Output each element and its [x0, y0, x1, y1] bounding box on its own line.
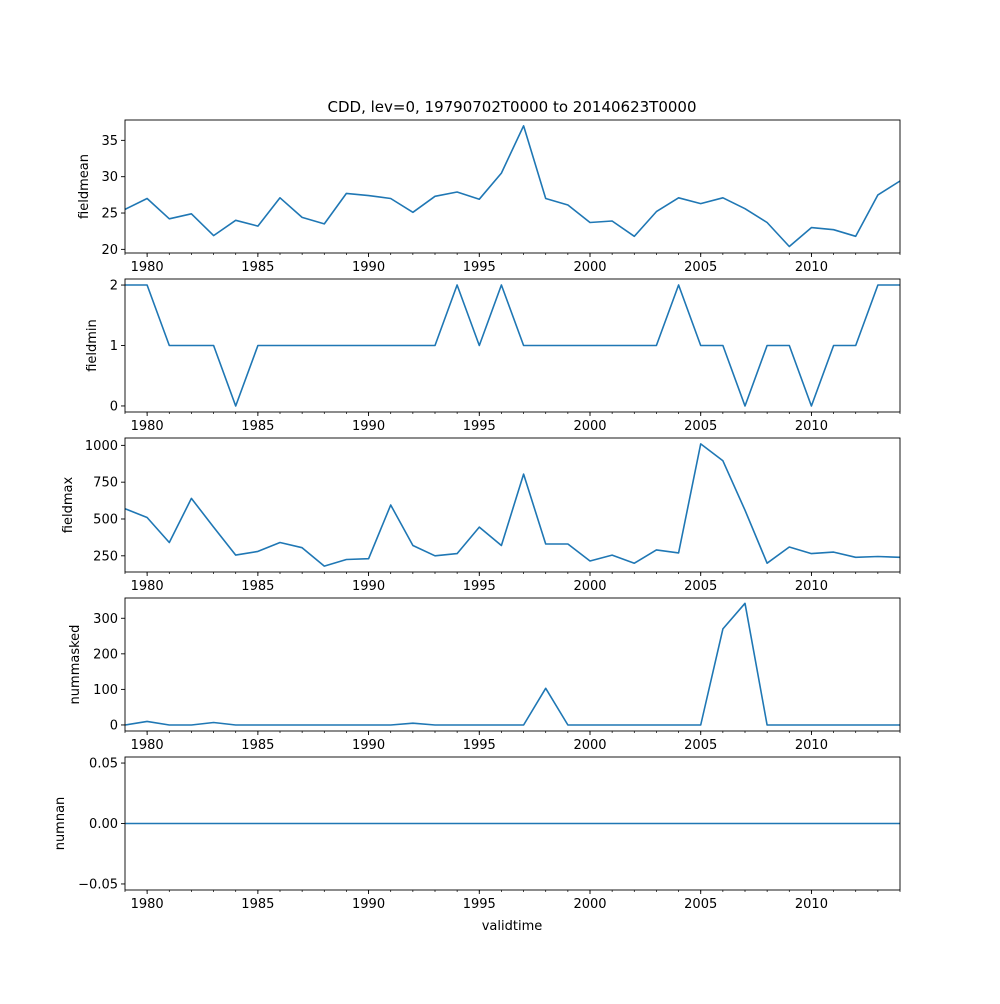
- x-tick-label: 1990: [352, 579, 385, 594]
- x-tick-label: 2005: [684, 419, 717, 434]
- x-tick-label: 1990: [352, 738, 385, 753]
- x-tick-label: 2005: [684, 897, 717, 912]
- y-tick-label: 200: [93, 647, 118, 662]
- x-tick-label: 1985: [241, 738, 274, 753]
- subplot-fieldmax: 250 500 750 1000 fieldmax 1980 1985 1990 1995 200…: [61, 437, 901, 594]
- x-tick-label: 1995: [463, 419, 496, 434]
- subplot-numnan: −0.05 0.00 0.05 numnan 1980 1985 1990 1995 2000 2…: [53, 757, 901, 912]
- series-line-fieldmin: [125, 284, 900, 407]
- series-line-nummasked: [124, 602, 900, 726]
- x-tick-label: 2000: [573, 897, 606, 912]
- x-tick-label: 1980: [131, 419, 164, 434]
- y-tick-label: 20: [101, 243, 118, 258]
- x-tick-label: 2005: [684, 260, 717, 275]
- y-axis-label: fieldmin: [85, 319, 100, 372]
- y-axis-label: fieldmean: [77, 154, 92, 219]
- y-tick-label: 750: [93, 476, 118, 491]
- x-tick-label: 1995: [463, 260, 496, 275]
- series-line-fieldmean: [124, 125, 901, 248]
- x-tick-label: 2000: [573, 738, 606, 753]
- x-tick-label: 2005: [684, 738, 717, 753]
- x-tick-label: 2010: [795, 897, 828, 912]
- axes-frame-fieldmax: [124, 437, 901, 573]
- x-tick-label: 2010: [795, 260, 828, 275]
- x-tick-label: 1980: [131, 897, 164, 912]
- axes-frame-nummasked: [124, 597, 901, 732]
- y-tick-label: 0: [110, 718, 118, 733]
- y-tick-label: 0: [110, 399, 118, 414]
- y-axis-label: nummasked: [68, 625, 83, 705]
- x-tick-label: 2010: [795, 419, 828, 434]
- x-tick-label: 1995: [463, 897, 496, 912]
- y-tick-label: 0.05: [89, 757, 118, 772]
- y-tick-label: 1: [110, 339, 118, 354]
- x-tick-label: 1985: [241, 579, 274, 594]
- axes-frame-fieldmean: [124, 119, 901, 254]
- y-tick-label: 100: [93, 683, 118, 698]
- subplot-nummasked: 0 100 200 300 nummasked 1980 1985 1990 1995 2000 2…: [68, 597, 901, 753]
- y-tick-label: 250: [93, 549, 118, 564]
- x-tick-label: 2000: [573, 260, 606, 275]
- x-tick-label: 1995: [463, 579, 496, 594]
- x-tick-label: 1990: [352, 897, 385, 912]
- subplot-fieldmean: 20 25 30 35 fieldmean 1980 1985 1990 1995 2000 200…: [77, 119, 901, 275]
- y-tick-label: 500: [93, 512, 118, 527]
- x-axis-label: validtime: [482, 919, 543, 934]
- y-axis-label: fieldmax: [61, 477, 76, 534]
- y-axis-label: numnan: [53, 797, 68, 851]
- x-tick-label: 1985: [241, 419, 274, 434]
- x-tick-label: 1995: [463, 738, 496, 753]
- subplot-fieldmin: 0 1 2 fieldmin 1980 1985 1990 1995 2000 2005 2010: [85, 279, 901, 434]
- x-tick-label: 2010: [795, 579, 828, 594]
- x-tick-label: 2000: [573, 579, 606, 594]
- x-tick-label: 1980: [131, 260, 164, 275]
- x-tick-label: 1980: [131, 738, 164, 753]
- chart-title: CDD, lev=0, 19790702T0000 to 20140623T00…: [328, 98, 697, 116]
- x-tick-label: 1990: [352, 419, 385, 434]
- y-tick-label: 30: [101, 170, 118, 185]
- x-tick-label: 1985: [241, 897, 274, 912]
- y-tick-label: 0.00: [89, 817, 118, 832]
- y-tick-label: −0.05: [78, 877, 118, 892]
- series-line-fieldmax: [124, 443, 901, 567]
- x-tick-label: 1985: [241, 260, 274, 275]
- x-tick-label: 2005: [684, 579, 717, 594]
- y-tick-label: 35: [101, 134, 118, 149]
- y-tick-label: 1000: [85, 439, 118, 454]
- y-tick-label: 300: [93, 612, 118, 627]
- x-tick-label: 2010: [795, 738, 828, 753]
- x-tick-label: 1990: [352, 260, 385, 275]
- y-tick-label: 25: [101, 207, 118, 222]
- x-tick-label: 2000: [573, 419, 606, 434]
- x-tick-label: 1980: [131, 579, 164, 594]
- y-tick-label: 2: [110, 279, 118, 294]
